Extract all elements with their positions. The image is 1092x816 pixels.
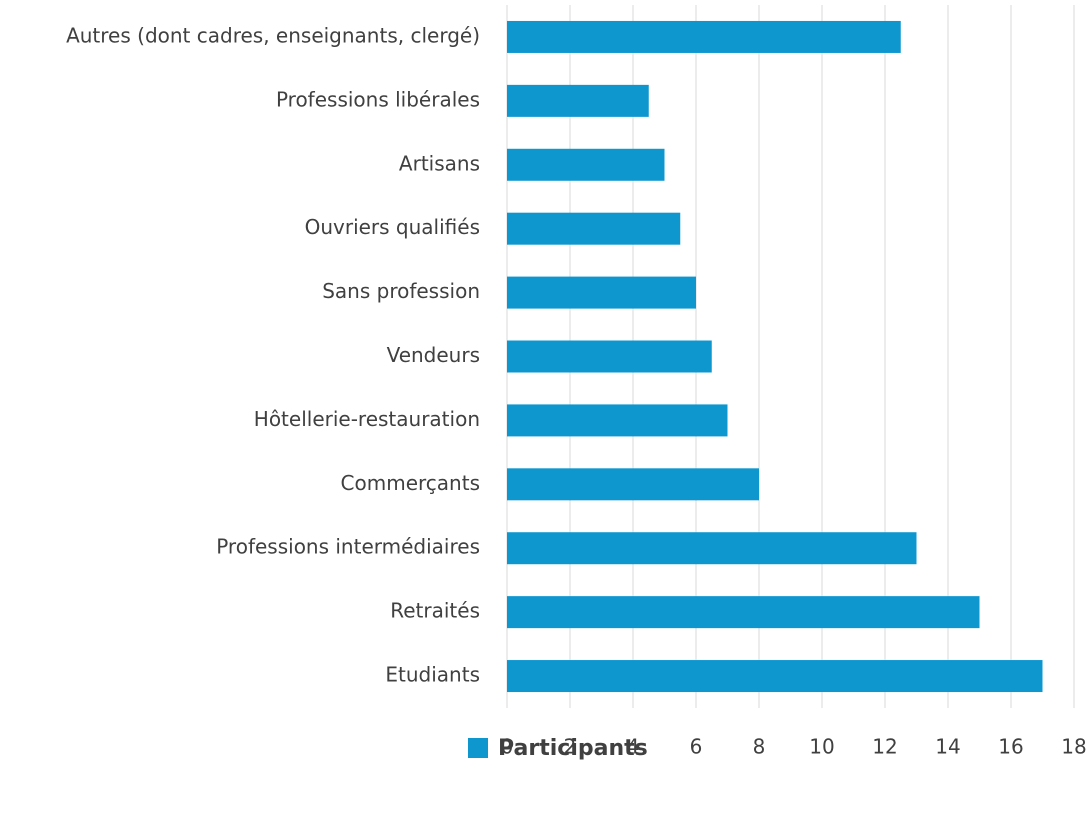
x-tick-label: 2 (564, 735, 577, 759)
bar (507, 532, 917, 565)
y-tick-label: Ouvriers qualifiés (305, 215, 480, 239)
y-tick-label: Etudiants (385, 663, 480, 687)
bar (507, 276, 696, 309)
bar (507, 148, 665, 181)
y-tick-label: Artisans (399, 151, 480, 175)
bar (507, 660, 1043, 693)
bar (507, 212, 681, 245)
bar (507, 20, 901, 53)
y-tick-label: Commerçants (341, 471, 480, 495)
bar (507, 468, 759, 501)
x-tick-label: 10 (809, 735, 834, 759)
bar (507, 404, 728, 437)
y-tick-label: Professions intermédiaires (216, 535, 480, 559)
x-tick-label: 8 (753, 735, 766, 759)
y-tick-label: Vendeurs (387, 343, 480, 367)
x-tick-label: 12 (872, 735, 897, 759)
y-tick-label: Autres (dont cadres, enseignants, clergé… (66, 23, 480, 47)
y-tick-label: Professions libérales (276, 87, 480, 111)
x-tick-label: 16 (998, 735, 1023, 759)
bar (507, 340, 712, 373)
x-tick-label: 18 (1061, 735, 1086, 759)
x-tick-label: 4 (627, 735, 640, 759)
x-tick-label: 14 (935, 735, 960, 759)
y-tick-label: Hôtellerie-restauration (254, 407, 480, 431)
y-tick-label: Sans profession (322, 279, 480, 303)
y-tick-label: Retraités (390, 599, 480, 623)
bar (507, 84, 649, 117)
x-tick-label: 0 (501, 735, 514, 759)
x-tick-label: 6 (690, 735, 703, 759)
legend-label: Participants (498, 736, 648, 761)
bar (507, 596, 980, 629)
legend-swatch (468, 738, 488, 758)
